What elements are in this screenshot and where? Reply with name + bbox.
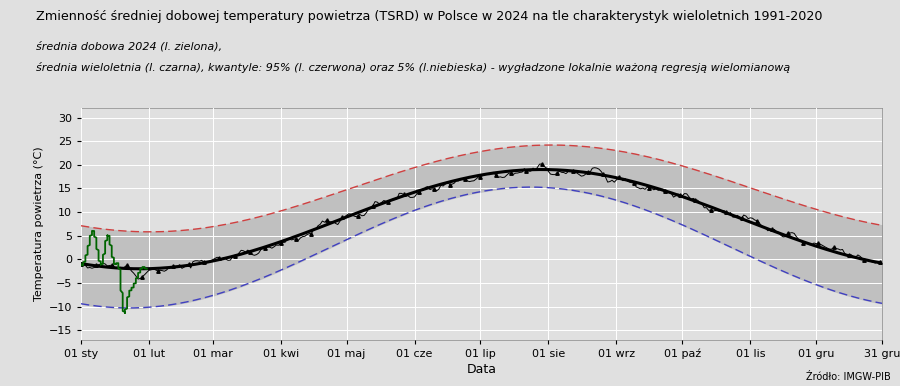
Text: Źródło: IMGW-PIB: Źródło: IMGW-PIB: [806, 372, 891, 382]
X-axis label: Data: Data: [466, 363, 497, 376]
Text: Zmienność średniej dobowej temperatury powietrza (TSRD) w Polsce w 2024 na tle c: Zmienność średniej dobowej temperatury p…: [36, 10, 823, 23]
Y-axis label: Temperatura powietrza (°C): Temperatura powietrza (°C): [34, 147, 44, 301]
Text: średnia dobowa 2024 (l. zielona),: średnia dobowa 2024 (l. zielona),: [36, 41, 222, 51]
Text: średnia wieloletnia (l. czarna), kwantyle: 95% (l. czerwona) oraz 5% (l.niebiesk: średnia wieloletnia (l. czarna), kwantyl…: [36, 62, 790, 73]
